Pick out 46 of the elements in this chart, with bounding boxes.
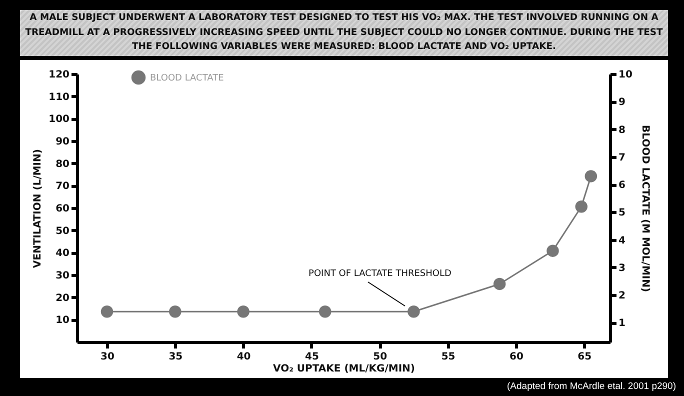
point xyxy=(237,305,250,318)
y2-axis-title: BLOOD LACTATE (M MOL/MIN) xyxy=(639,124,650,292)
y2-tick-label: 9 xyxy=(618,97,626,108)
y-tick-label: 10 xyxy=(56,315,70,326)
x-tick-label: 55 xyxy=(441,352,456,362)
x-tick-label: 40 xyxy=(236,352,251,362)
x-tick-label: 35 xyxy=(168,352,183,362)
point xyxy=(100,305,114,318)
y2-tick-label: 4 xyxy=(618,235,626,246)
annotation: POINT OF LACTATE THRESHOLD xyxy=(308,269,452,279)
y-tick-label: 100 xyxy=(48,114,70,126)
y-tick-label: 80 xyxy=(56,158,70,170)
y2-tick-label: 2 xyxy=(618,290,626,302)
x-tick-label: 65 xyxy=(578,352,592,362)
y-tick-label: 50 xyxy=(56,226,70,237)
chart-title: A MALE SUBJECT UNDERWENT A LABORATORY TEST DESIGNED TO TEST HIS VO₂ MAX. THE TEST INVOLVED RUNNING ON A TREADMILL AT A PROGRESSIVELY INCREASING SPEED UNTIL THE SUBJECT COULD NO LONGER CONTINUE. DURING THE TEST THE FOLLOWING VARIABLES WERE MEASURED: BLOOD LACTATE AND VO₂ UPTAKE. xyxy=(20,10,668,56)
x-tick-label: 60 xyxy=(509,352,524,362)
y2-tick-label: 5 xyxy=(618,208,626,219)
point xyxy=(584,170,598,182)
point xyxy=(169,305,182,318)
y-tick-label: 20 xyxy=(56,292,70,304)
y2-tick-label: 8 xyxy=(618,124,626,136)
y-tick-label: 110 xyxy=(48,92,70,103)
y-tick-label: 90 xyxy=(56,136,70,148)
y-axis-title: VENTILATION (L/MIN) xyxy=(32,149,44,268)
x-tick-label: 50 xyxy=(373,352,388,362)
x-tick-label: 30 xyxy=(100,352,114,362)
point xyxy=(408,305,420,318)
y2-tick-label: 6 xyxy=(618,180,626,192)
point xyxy=(575,200,588,213)
x-tick-label: 45 xyxy=(305,352,319,362)
y2-tick-label: 7 xyxy=(618,152,626,164)
y-tick-label: 120 xyxy=(48,70,70,80)
text: (Adapted from McArdle etal. 2001 p290) xyxy=(507,381,676,392)
legend-label: BLOOD LACTATE xyxy=(150,74,224,84)
point xyxy=(318,305,332,318)
y2-tick-label: 3 xyxy=(618,262,626,274)
y2-tick-label: 10 xyxy=(618,70,632,80)
y-tick-label: 70 xyxy=(56,181,70,192)
y2-tick-label: 1 xyxy=(618,318,626,330)
point xyxy=(546,244,559,257)
y-tick-label: 40 xyxy=(56,248,70,260)
y-tick-label: 30 xyxy=(56,270,70,282)
point xyxy=(493,278,506,290)
x-axis-title: VO₂ UPTAKE (ML/KG/MIN) xyxy=(273,364,415,374)
y-tick-label: 60 xyxy=(56,204,70,214)
